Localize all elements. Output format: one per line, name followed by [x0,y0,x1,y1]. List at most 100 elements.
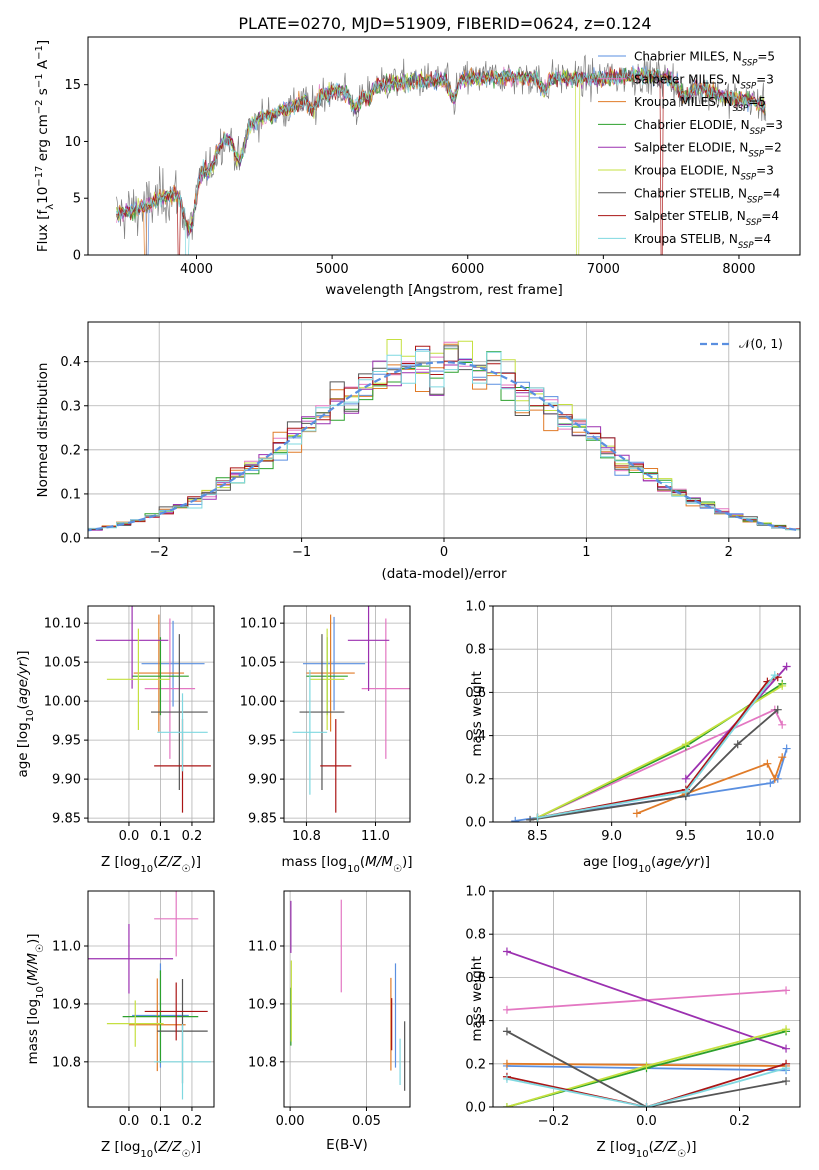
weight-point [778,681,787,690]
y-tick-label: 10.8 [52,1055,81,1070]
legend-subscript: SSP [738,241,754,251]
label-part: −2 [34,99,45,114]
legend-label: Kroupa STELIB, NSSP=4 [634,232,771,251]
x-tick-label: 5000 [316,262,349,277]
y-axis-label: Flux [fλ10−17 erg cm−2 s−1 A−1] [34,40,56,252]
y-tick-label: 10.10 [44,617,81,632]
label-part: Flux [f [35,209,51,253]
label-part: 10 [636,1149,649,1160]
label-part: )] [686,1139,697,1155]
label-part: −17 [34,166,45,187]
axes-weight_vs_Z: −0.2 0.0 0.2 0.0 0.2 0.4 0.6 0.8 1.0 Z [log10(Z/Z… [465,885,801,1160]
y-tick-label: 0.6 [465,971,486,986]
plot-area [116,54,767,255]
weight-point [502,1074,511,1083]
legend-subscript: SSP [733,104,749,114]
y-tick-label: 10.00 [44,695,81,710]
plot-area [502,947,791,1107]
weight-line [537,683,783,819]
y-tick-label: 0.4 [60,355,81,370]
weight-point [778,720,787,729]
y-tick-label: 11.0 [52,940,81,955]
legend-label: Kroupa MILES, NSSP=5 [634,95,766,114]
label-part: −1 [34,45,45,60]
legend-label: Chabrier ELODIE, NSSP=3 [634,118,783,137]
legend-text: Chabrier MILES, N [634,50,742,64]
legend-text: Chabrier ELODIE, N [634,118,750,132]
label-part: )] [190,1139,201,1155]
weight-line [537,685,783,819]
weight-point [782,1077,791,1086]
label-part: 10 [638,864,651,875]
x-tick-label: 10.0 [745,829,774,844]
axes-residuals: −2 −1 0 1 2 0.0 0.1 0.2 0.3 0.4 𝒩(0, 1) (data-model… [35,321,801,582]
legend-subscript: SSP [747,195,763,205]
weight-point [526,815,535,822]
legend-subscript: SSP [741,173,757,183]
label-part: ☉ [181,864,190,875]
x-tick-label: 6000 [451,262,484,277]
legend-subscript: SSP [742,59,758,69]
legend-text: =4 [754,232,772,246]
weight-point [681,774,690,783]
axes-frame [87,890,215,1108]
weight-point [533,813,542,822]
legend-text: Chabrier STELIB, N [634,186,747,200]
weight-point [502,1103,511,1107]
weight-line [506,1062,787,1107]
y-tick-label: 0.8 [465,643,486,658]
legend-label: Salpeter STELIB, NSSP=4 [634,209,779,228]
y-tick-label: 10.10 [240,617,277,632]
label-part: Z/Z [653,1139,678,1155]
y-tick-label: 0.2 [465,772,486,787]
y-tick-label: 0.6 [465,686,486,701]
legend-subscript: SSP [746,218,762,228]
y-axis-label: mass weight [469,956,485,1041]
y-tick-label: 0 [73,249,81,264]
legend-label: Salpeter MILES, NSSP=3 [634,72,774,91]
label-part: 10 [35,986,46,999]
y-axis-label: age [log10(age/yr)] [15,650,36,777]
weight-point [632,809,641,818]
y-tick-label: 0.3 [60,399,81,414]
x-tick-label: 0.1 [150,1114,171,1129]
y-tick-label: 0.0 [60,532,81,547]
y-tick-label: 9.85 [248,812,277,827]
plot-area [95,606,211,813]
label-part: )] [700,854,711,870]
legend-text: =4 [763,186,781,200]
label-part: ( [153,854,158,870]
weight-point [782,662,791,671]
weight-line [506,1030,787,1107]
x-tick-label: 0.2 [729,1114,750,1129]
x-tick-label: 0 [440,545,448,560]
x-tick-label: 0.0 [119,1114,140,1129]
x-tick-label: −2 [150,545,169,560]
weight-point [766,779,775,788]
y-tick-label: 10.9 [52,997,81,1012]
legend-text: =3 [756,72,774,86]
y-axis-label: Normed distribution [35,363,51,498]
legend-text: =5 [748,95,766,109]
y-tick-label: 10.00 [240,695,277,710]
label-part: )] [190,854,201,870]
label-part: s [35,88,51,99]
weight-point [778,753,787,762]
weight-point [502,1005,511,1014]
x-tick-label: 4000 [180,262,213,277]
axes-age_vs_Z: 0.0 0.1 0.2 9.85 9.90 9.95 10.00 10.05 10.10 Z [l… [15,605,215,875]
x-tick-label: 0.0 [636,1114,657,1129]
axes-age_vs_mass: 10.8 11.0 9.85 9.90 9.95 10.00 10.05 10.10 mass … [240,605,413,875]
label-part: 10 [35,187,51,204]
x-axis-label: E(B-V) [326,1137,368,1153]
x-axis-label: mass [log10(M/M☉)] [281,854,412,875]
label-part: ] [35,40,51,45]
legend-text: =3 [765,118,783,132]
axes-frame [492,605,801,823]
x-tick-label: 8000 [722,262,755,277]
x-tick-label: 0.00 [276,1114,305,1129]
legend-text: =2 [764,141,782,155]
label-part: age [log [15,722,31,777]
legend-label: Chabrier MILES, NSSP=5 [634,50,775,69]
figure-title: PLATE=0270, MJD=51909, FIBERID=0624, z=0… [238,14,651,33]
